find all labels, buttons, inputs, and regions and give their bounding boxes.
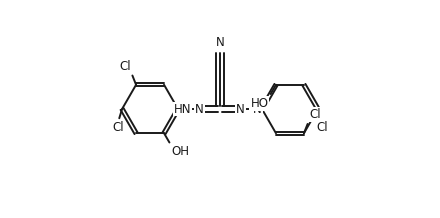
Text: HN: HN bbox=[174, 102, 191, 116]
Text: N: N bbox=[216, 36, 224, 49]
Text: Cl: Cl bbox=[309, 108, 321, 121]
Text: N: N bbox=[253, 102, 262, 116]
Text: OH: OH bbox=[172, 145, 190, 158]
Text: N: N bbox=[195, 102, 204, 116]
Text: Cl: Cl bbox=[112, 121, 124, 134]
Text: Cl: Cl bbox=[119, 60, 131, 73]
Text: Cl: Cl bbox=[316, 121, 328, 134]
Text: N: N bbox=[236, 102, 245, 116]
Text: HO: HO bbox=[250, 97, 268, 110]
